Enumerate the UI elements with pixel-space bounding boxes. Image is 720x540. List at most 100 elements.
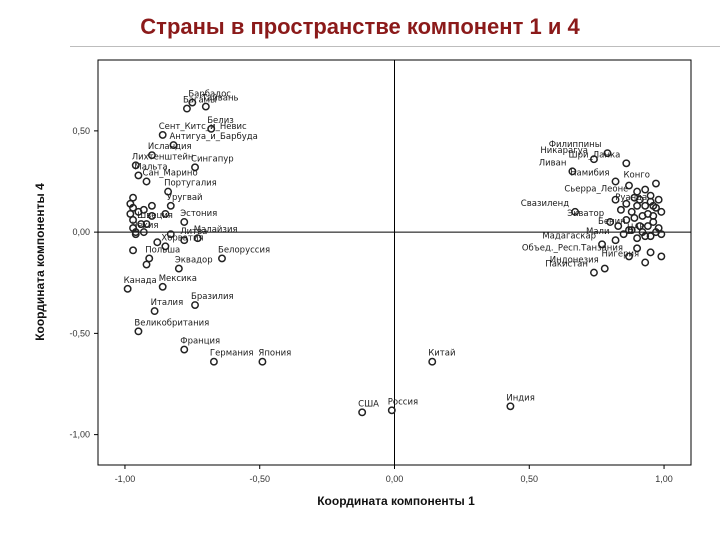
point-label: Сент_Китс_и_Невис xyxy=(159,122,247,132)
data-point xyxy=(630,193,639,202)
data-point xyxy=(153,238,162,247)
point-label: Китай xyxy=(428,349,455,359)
point-label: Никарагуа xyxy=(540,146,588,156)
data-point xyxy=(131,230,140,239)
data-point xyxy=(258,357,267,366)
data-point xyxy=(169,141,178,150)
point-label: Мальта xyxy=(134,162,167,172)
point-label: Индия xyxy=(506,393,534,403)
reference-lines xyxy=(98,60,691,465)
data-point xyxy=(598,240,606,249)
data-point xyxy=(142,177,151,186)
data-point xyxy=(134,171,143,180)
data-point xyxy=(568,167,577,176)
point-label: Филиппины xyxy=(549,140,602,150)
x-axis-title: Координата компоненты 1 xyxy=(317,494,475,508)
data-point xyxy=(627,226,636,235)
point-label: Антигуа_и_Барбуда xyxy=(169,132,257,142)
data-point xyxy=(131,161,140,170)
data-point xyxy=(174,264,183,273)
point-label: Япония xyxy=(258,349,291,359)
point-label: Литва xyxy=(180,227,207,237)
data-point xyxy=(147,211,156,220)
y-tick-label: -0,50 xyxy=(69,328,90,338)
point-label: США xyxy=(358,399,379,409)
data-point xyxy=(158,282,167,291)
data-point xyxy=(590,155,598,164)
point-label: Хорватия xyxy=(161,233,203,243)
data-point xyxy=(606,218,615,226)
point-label: Белоруссия xyxy=(218,245,270,255)
data-points xyxy=(123,98,666,417)
data-point xyxy=(611,177,620,186)
point-label: Россия xyxy=(388,397,418,407)
point-label: Мексика xyxy=(159,274,197,284)
x-tick-label: 0,50 xyxy=(521,474,539,484)
x-tick-label: -1,00 xyxy=(115,474,136,484)
data-point xyxy=(652,179,660,188)
data-point xyxy=(619,230,628,239)
data-point xyxy=(387,406,396,415)
point-label: Шри_Ланка xyxy=(569,150,621,160)
point-label: Бразилия xyxy=(191,292,234,302)
data-point xyxy=(161,209,170,218)
point-label: Лихтенштейн xyxy=(132,152,194,162)
data-point xyxy=(358,408,367,417)
point-label: Великобритания xyxy=(134,318,209,328)
data-point xyxy=(147,201,156,210)
y-tick-label: 0,50 xyxy=(72,126,90,136)
data-point xyxy=(164,187,173,196)
y-axis-title: Координата компоненты 4 xyxy=(33,183,47,341)
data-point xyxy=(139,205,148,214)
data-point xyxy=(428,357,437,366)
data-point xyxy=(652,228,660,237)
data-point xyxy=(571,207,580,216)
data-point xyxy=(611,195,620,204)
point-label: Бенин xyxy=(598,217,626,227)
data-point xyxy=(633,244,642,253)
data-point xyxy=(150,307,159,316)
data-point xyxy=(627,207,636,216)
data-point xyxy=(625,252,633,261)
data-point xyxy=(625,181,633,190)
y-axis-ticks: -1,00 -0,50 0,00 0,50 xyxy=(69,126,98,440)
data-point xyxy=(625,226,633,235)
data-point xyxy=(183,104,191,113)
data-point xyxy=(646,232,655,241)
data-point xyxy=(600,264,609,273)
data-point xyxy=(188,98,197,107)
data-point xyxy=(201,102,210,111)
point-label: Португалия xyxy=(164,179,217,189)
point-label: Тайвань xyxy=(201,94,239,104)
data-point xyxy=(166,201,175,210)
point-label: Нигерия xyxy=(602,250,640,260)
data-point xyxy=(603,149,612,158)
point-label: Экватор xyxy=(567,209,604,219)
data-point xyxy=(166,230,175,239)
point-label: Эстония xyxy=(180,209,217,219)
data-point xyxy=(622,216,631,224)
data-point xyxy=(218,254,226,263)
point-label: Белиз xyxy=(207,116,234,126)
data-point xyxy=(209,357,218,366)
data-point xyxy=(145,254,154,263)
point-label: Багамы xyxy=(183,96,217,106)
data-point xyxy=(616,205,625,214)
point-label: Мали xyxy=(586,227,610,237)
data-point xyxy=(180,236,189,245)
data-point xyxy=(611,236,620,245)
x-tick-label: -0,50 xyxy=(249,474,270,484)
data-point xyxy=(641,185,650,194)
data-point xyxy=(191,301,199,309)
data-point xyxy=(129,246,137,255)
point-label: Индонезия xyxy=(550,256,599,266)
data-point xyxy=(646,248,655,257)
x-tick-label: 0,00 xyxy=(386,474,404,484)
data-point xyxy=(180,218,189,226)
x-tick-label: 1,00 xyxy=(655,474,673,484)
data-point xyxy=(193,234,202,243)
data-point xyxy=(649,218,658,226)
point-label: Мадагаскар xyxy=(542,231,596,241)
